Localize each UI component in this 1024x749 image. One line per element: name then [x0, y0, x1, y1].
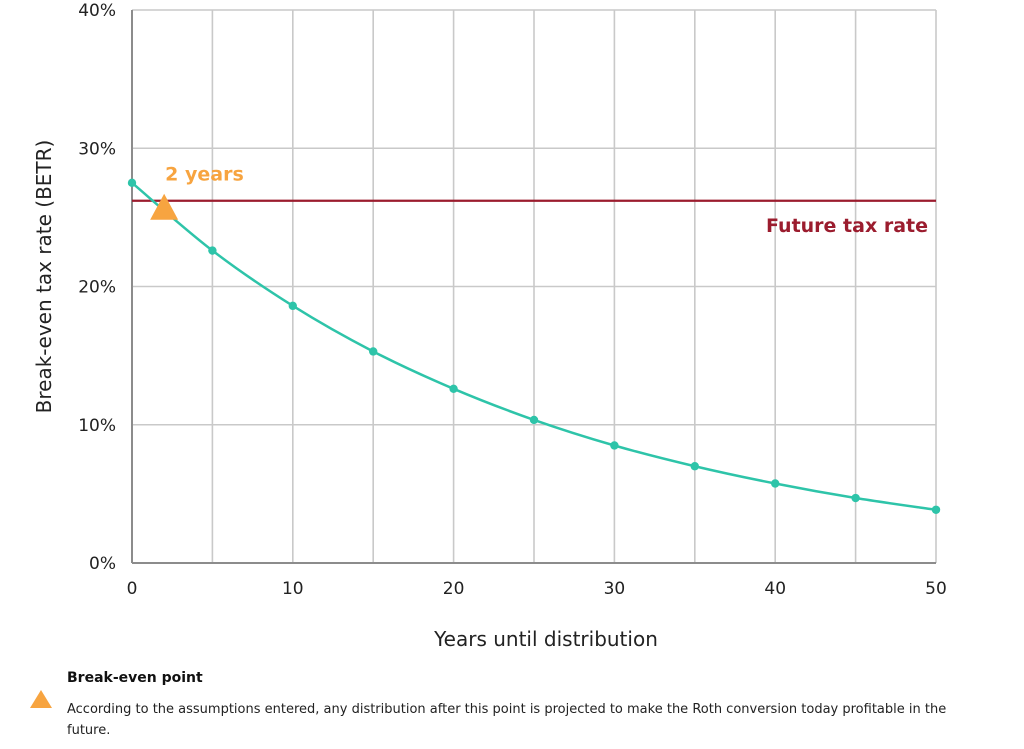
data-point [771, 479, 780, 488]
data-point [288, 301, 297, 311]
y-tick-label: 30% [78, 139, 116, 159]
betr-series [127, 178, 941, 514]
x-tick-label: 0 [127, 579, 138, 599]
break-even-label: 2 years [165, 164, 244, 186]
data-point [369, 347, 378, 356]
data-point [931, 505, 941, 514]
x-tick-label: 30 [604, 579, 626, 599]
tick-labels: 0% 10% 20% 30% 40% 0 10 20 30 40 50 [78, 1, 947, 599]
data-point [449, 384, 458, 394]
x-axis-title: Years until distribution [433, 627, 658, 651]
y-tick-label: 0% [89, 554, 116, 574]
y-axis-title: Break-even tax rate (BETR) [32, 140, 56, 414]
x-tick-label: 20 [443, 579, 465, 599]
future-tax-rate-label: Future tax rate [766, 215, 928, 237]
legend-description: According to the assumptions entered, an… [67, 702, 947, 738]
data-point [610, 441, 619, 450]
break-even-triangle-icon[interactable] [150, 193, 179, 220]
data-point [690, 462, 699, 471]
y-tick-label: 10% [78, 416, 116, 436]
x-tick-label: 10 [282, 579, 304, 599]
data-point [529, 415, 539, 425]
x-tick-label: 40 [764, 579, 786, 599]
data-point [208, 246, 217, 255]
grid [131, 9, 937, 564]
break-even-marker-group: 2 years [150, 164, 244, 220]
data-point [851, 493, 860, 503]
orange-triangle-icon [30, 690, 52, 708]
y-tick-label: 20% [78, 278, 116, 298]
future-tax-rate-line-group: Future tax rate [132, 199, 936, 237]
data-point [127, 178, 137, 188]
y-tick-label: 40% [78, 1, 116, 21]
axes [131, 10, 936, 564]
legend-title: Break-even point [67, 670, 203, 686]
break-even-chart: Future tax rate 2 years 0% 10% 20% 30% 40% 0 1… [32, 1, 947, 651]
x-tick-label: 50 [925, 579, 947, 599]
